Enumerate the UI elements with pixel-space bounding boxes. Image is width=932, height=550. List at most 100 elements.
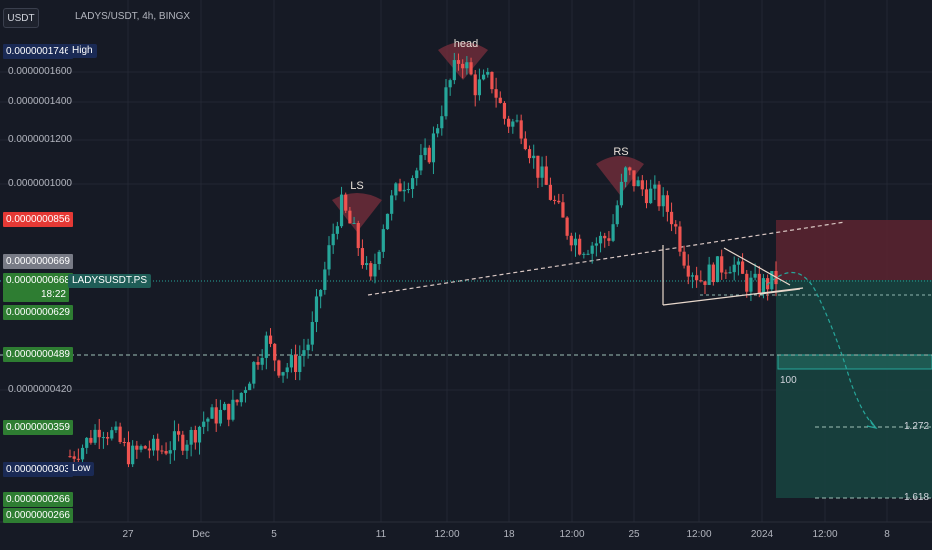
candle-body	[440, 116, 444, 129]
candle-body	[118, 426, 122, 443]
candle-body	[557, 200, 561, 203]
currency-badge[interactable]: USDT	[3, 8, 39, 28]
candle-body	[515, 120, 519, 122]
stop-price-label: 0.0000000856	[3, 212, 73, 227]
fib-1272-label: 1.272	[904, 421, 930, 432]
candle-body	[185, 444, 189, 451]
candle-body	[632, 170, 636, 187]
candle-body	[402, 189, 406, 192]
candle-body	[523, 138, 527, 150]
candle-body	[114, 426, 118, 431]
candle-body	[252, 362, 256, 384]
candle-body	[770, 270, 774, 290]
fib-1618-label: 1.618	[904, 492, 930, 503]
candle-body	[327, 245, 331, 270]
candle-body	[548, 184, 553, 200]
y-tick: 0.0000001600	[8, 66, 72, 77]
candle-body	[210, 407, 214, 419]
candle-body	[761, 278, 766, 294]
fib-100-box[interactable]	[777, 354, 932, 370]
candle-body	[636, 180, 640, 187]
fib-100-label: 100	[780, 375, 797, 386]
candle-body	[552, 199, 557, 201]
rs-marker	[596, 156, 644, 195]
x-tick: 11	[375, 529, 387, 540]
candle-body	[590, 245, 594, 254]
low-tag: Low	[68, 462, 95, 476]
candle-body	[431, 133, 436, 163]
candle-body	[293, 355, 298, 373]
candle-body	[281, 372, 285, 376]
x-tick: 27	[122, 529, 134, 540]
y-tick: 0.0000001400	[8, 96, 72, 107]
candle-body	[444, 87, 448, 117]
x-tick: 5	[271, 529, 277, 540]
high-tag: High	[68, 44, 97, 58]
stop-loss-zone[interactable]	[776, 220, 932, 280]
candle-body	[653, 184, 657, 189]
candle-body	[695, 275, 699, 281]
candle-body	[314, 296, 319, 323]
candle-body	[644, 189, 649, 204]
candle-body	[248, 383, 252, 391]
high-price-label: 0.0000001746	[3, 44, 73, 59]
candle-body	[260, 357, 264, 365]
candles	[68, 52, 778, 469]
candle-body	[624, 167, 628, 182]
candle-body	[89, 437, 93, 443]
candle-body	[202, 421, 206, 427]
candle-body	[619, 181, 624, 206]
candle-body	[707, 264, 711, 285]
candle-body	[736, 261, 741, 265]
candle-body	[740, 261, 745, 274]
candle-body	[381, 229, 385, 252]
candle-body	[302, 350, 306, 356]
x-tick: 18	[503, 529, 515, 540]
candle-body	[277, 360, 281, 376]
candle-body	[335, 226, 339, 234]
candle-body	[456, 60, 461, 64]
candle-body	[682, 251, 686, 266]
ls-label: LS	[350, 180, 364, 192]
candle-body	[594, 243, 598, 246]
target3-price-label: 0.0000000266	[3, 508, 73, 523]
candle-body	[536, 155, 540, 178]
triangle-pattern[interactable]	[662, 245, 804, 306]
candle-body	[93, 429, 97, 443]
candle-body	[373, 264, 377, 277]
candle-body	[649, 188, 653, 204]
x-tick: 2024	[750, 529, 774, 540]
gray-price-label: 0.0000000669	[3, 254, 73, 269]
x-tick: 12:00	[812, 529, 838, 540]
candle-body	[494, 89, 498, 98]
candle-body	[264, 335, 268, 358]
candle-body	[197, 426, 202, 443]
candle-body	[477, 79, 481, 96]
candle-body	[724, 272, 728, 274]
candle-body	[686, 265, 690, 277]
candle-body	[243, 390, 248, 393]
rs-label: RS	[613, 146, 629, 158]
candle-body	[385, 213, 390, 230]
candle-body	[573, 238, 578, 246]
candle-body	[511, 121, 515, 127]
candle-body	[678, 226, 682, 252]
candle-body	[415, 170, 419, 179]
neckline[interactable]	[367, 221, 846, 296]
candle-body	[218, 409, 222, 424]
level-price-label: 0.0000000489	[3, 347, 73, 362]
candle-body	[76, 458, 80, 460]
candle-body	[669, 211, 674, 225]
low-price-label: 0.0000000303	[3, 462, 73, 477]
take-profit-zone[interactable]	[776, 280, 932, 498]
candle-body	[465, 62, 469, 69]
candle-body	[720, 256, 724, 273]
candle-body	[586, 253, 590, 255]
x-tick: 25	[628, 529, 640, 540]
target-price-label: 0.0000000359	[3, 420, 73, 435]
candle-body	[177, 431, 181, 435]
candle-body	[298, 355, 302, 373]
candle-body	[578, 238, 582, 255]
candle-body	[582, 253, 586, 255]
